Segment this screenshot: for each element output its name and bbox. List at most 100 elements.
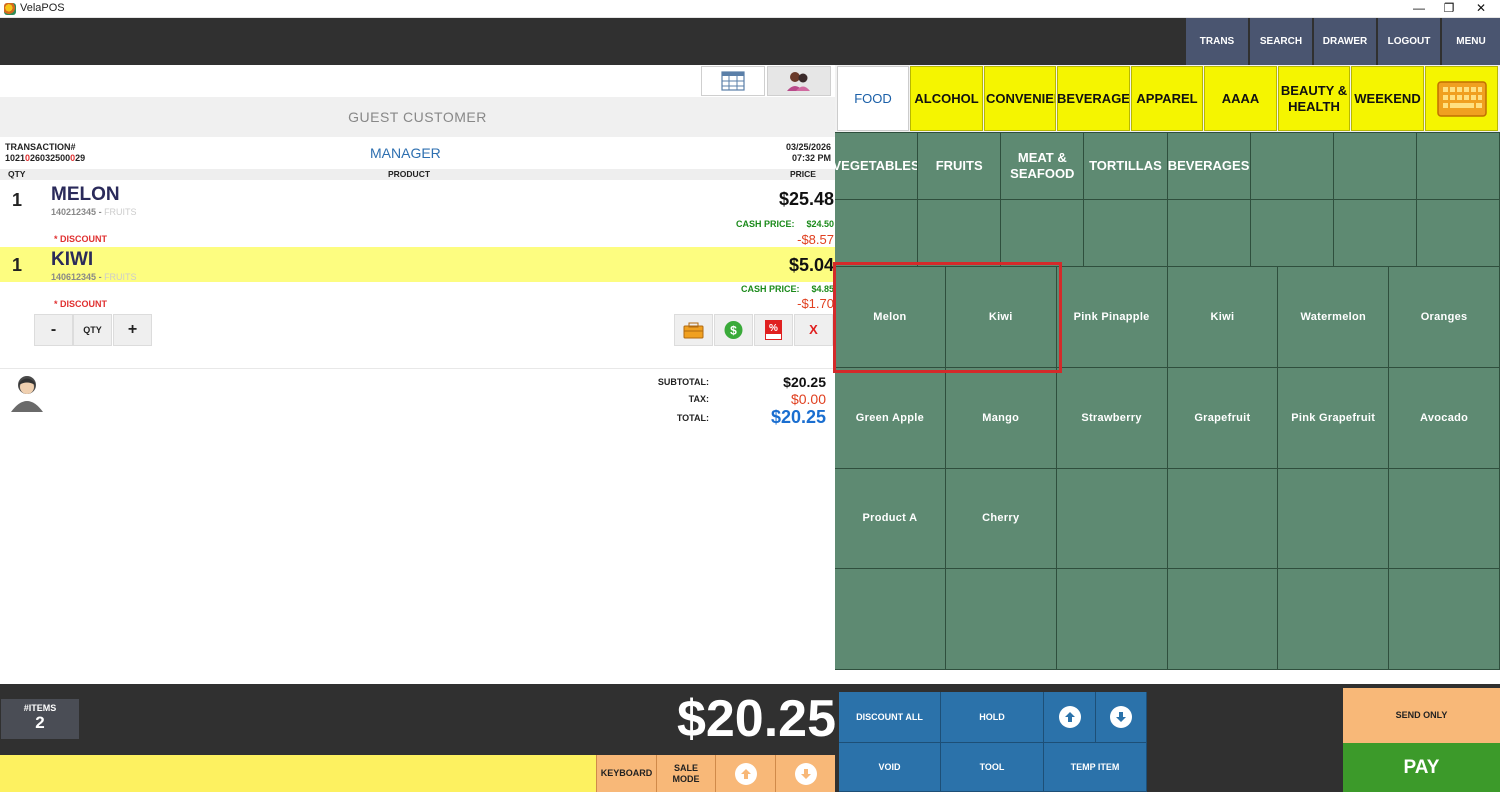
product-tile[interactable]: Kiwi xyxy=(1167,267,1279,368)
temp-item-button[interactable]: TEMP ITEM xyxy=(1044,743,1147,792)
product-tile-empty[interactable] xyxy=(1167,468,1279,570)
category-tab-apparel[interactable]: APPAREL xyxy=(1131,66,1203,131)
column-header-bar xyxy=(0,169,835,180)
category-tab-alcohol[interactable]: ALCOHOL xyxy=(910,66,983,131)
send-only-button[interactable]: SEND ONLY xyxy=(1343,688,1500,743)
subcategory-empty[interactable] xyxy=(1333,200,1417,267)
product-tile[interactable]: Product A xyxy=(835,468,946,570)
category-tab-beauty-health[interactable]: BEAUTY & HEALTH xyxy=(1278,66,1350,131)
tab-customers[interactable] xyxy=(767,66,831,96)
subcategory-vegetables[interactable]: VEGETABLES xyxy=(835,133,919,200)
product-tile[interactable]: Pink Pinapple xyxy=(1056,267,1168,368)
item-tools-button[interactable] xyxy=(674,314,713,346)
tool-button[interactable]: TOOL xyxy=(941,743,1044,792)
subcategory-empty[interactable] xyxy=(1250,133,1334,200)
subcategory-empty[interactable] xyxy=(918,200,1002,267)
item-discount-button[interactable]: % xyxy=(754,314,793,346)
svg-text:%: % xyxy=(769,323,778,334)
qty-button[interactable]: QTY xyxy=(73,314,112,346)
product-tile-empty[interactable] xyxy=(1278,569,1390,670)
product-tile-empty[interactable] xyxy=(835,569,946,670)
qty-increase-button[interactable]: + xyxy=(113,314,152,346)
product-tile-empty[interactable] xyxy=(1278,468,1390,570)
sale-mode-button[interactable]: SALE MODE xyxy=(656,755,715,792)
qty-decrease-button[interactable]: - xyxy=(34,314,73,346)
product-tile[interactable]: Cherry xyxy=(945,468,1057,570)
scroll-down-button[interactable] xyxy=(775,755,835,792)
product-tile-empty[interactable] xyxy=(1056,569,1168,670)
trans-button[interactable]: TRANS xyxy=(1184,18,1248,65)
category-tab-aaaa[interactable]: AAAA xyxy=(1204,66,1277,131)
minimize-button[interactable]: — xyxy=(1413,1,1425,15)
subcategory-empty[interactable] xyxy=(1084,200,1168,267)
cart-line-item-selected[interactable] xyxy=(0,247,835,282)
customer-name-bar[interactable]: GUEST CUSTOMER xyxy=(0,97,835,137)
logout-button[interactable]: LOGOUT xyxy=(1376,18,1440,65)
subcategory-beverages[interactable]: BEVERAGES xyxy=(1167,133,1251,200)
category-tab-convenience[interactable]: CONVENIENCE xyxy=(984,66,1056,131)
total-label: TOTAL: xyxy=(676,413,709,423)
void-button[interactable]: VOID xyxy=(839,743,941,792)
cash-price-label: CASH PRICE: xyxy=(736,219,795,229)
menu-button[interactable]: MENU xyxy=(1440,18,1500,65)
product-tile-empty[interactable] xyxy=(945,569,1057,670)
cashier-role: MANAGER xyxy=(370,145,441,161)
subcategory-empty[interactable] xyxy=(1001,200,1085,267)
customer-avatar[interactable] xyxy=(8,372,46,414)
discount-amount: -$1.70 xyxy=(797,296,834,311)
subcategory-empty[interactable] xyxy=(1167,200,1251,267)
transaction-time: 07:32 PM xyxy=(791,153,831,163)
keyboard-button[interactable]: KEYBOARD xyxy=(596,755,656,792)
close-window-button[interactable]: ✕ xyxy=(1475,1,1487,15)
move-up-button[interactable] xyxy=(1044,692,1096,743)
product-tile[interactable]: Avocado xyxy=(1389,367,1500,469)
subcategory-empty[interactable] xyxy=(1416,200,1500,267)
hold-button[interactable]: HOLD xyxy=(941,692,1044,743)
product-tile[interactable]: Grapefruit xyxy=(1167,367,1279,469)
product-tile[interactable]: Oranges xyxy=(1389,267,1500,368)
product-tile[interactable]: Strawberry xyxy=(1056,367,1168,469)
product-tile[interactable]: Melon xyxy=(835,267,946,368)
delete-item-button[interactable]: X xyxy=(794,314,833,346)
category-tab-beverage[interactable]: BEVERAGE xyxy=(1057,66,1130,131)
product-grid: Melon Kiwi Pink Pinapple Kiwi Watermelon… xyxy=(835,267,1500,670)
product-tile-empty[interactable] xyxy=(1056,468,1168,570)
scroll-up-button[interactable] xyxy=(715,755,775,792)
drawer-button[interactable]: DRAWER xyxy=(1312,18,1376,65)
product-tile[interactable]: Green Apple xyxy=(835,367,946,469)
app-logo-icon xyxy=(4,3,16,15)
subcategory-grid: VEGETABLES FRUITS MEAT & SEAFOOD TORTILL… xyxy=(835,132,1500,267)
user-icon xyxy=(11,376,43,412)
price-override-button[interactable]: $ xyxy=(714,314,753,346)
subcategory-tortillas[interactable]: TORTILLAS xyxy=(1084,133,1168,200)
product-tile-empty[interactable] xyxy=(1167,569,1279,670)
grand-total-display: $20.25 xyxy=(676,690,836,748)
category-tab-weekend[interactable]: WEEKEND xyxy=(1351,66,1424,131)
subcategory-fruits[interactable]: FRUITS xyxy=(918,133,1002,200)
product-tile[interactable]: Kiwi xyxy=(945,267,1057,368)
subcategory-empty[interactable] xyxy=(1250,200,1334,267)
transaction-date: 03/25/2026 xyxy=(785,142,831,152)
discount-all-button[interactable]: DISCOUNT ALL xyxy=(839,692,941,743)
category-tab-food[interactable]: FOOD xyxy=(837,66,909,131)
product-tile[interactable]: Watermelon xyxy=(1278,267,1390,368)
item-name: MELON xyxy=(51,184,120,205)
arrow-down-icon xyxy=(1110,706,1132,728)
percent-off-icon: % xyxy=(765,320,782,340)
tab-order-list[interactable] xyxy=(701,66,765,96)
product-tile[interactable]: Mango xyxy=(945,367,1057,469)
subcategory-empty[interactable] xyxy=(1333,133,1417,200)
subcategory-empty[interactable] xyxy=(1416,133,1500,200)
arrow-up-icon xyxy=(734,762,757,785)
pay-button[interactable]: PAY xyxy=(1343,743,1500,792)
maximize-button[interactable]: ❐ xyxy=(1443,1,1455,15)
subcategory-meat-seafood[interactable]: MEAT & SEAFOOD xyxy=(1001,133,1085,200)
keyboard-toggle-button[interactable] xyxy=(1425,66,1498,131)
subcategory-empty[interactable] xyxy=(835,200,919,267)
product-tile-empty[interactable] xyxy=(1389,468,1500,570)
search-button[interactable]: SEARCH xyxy=(1248,18,1312,65)
move-down-button[interactable] xyxy=(1096,692,1147,743)
product-tile[interactable]: Pink Grapefruit xyxy=(1278,367,1390,469)
product-tile-empty[interactable] xyxy=(1389,569,1500,670)
barcode-input[interactable] xyxy=(0,755,596,792)
